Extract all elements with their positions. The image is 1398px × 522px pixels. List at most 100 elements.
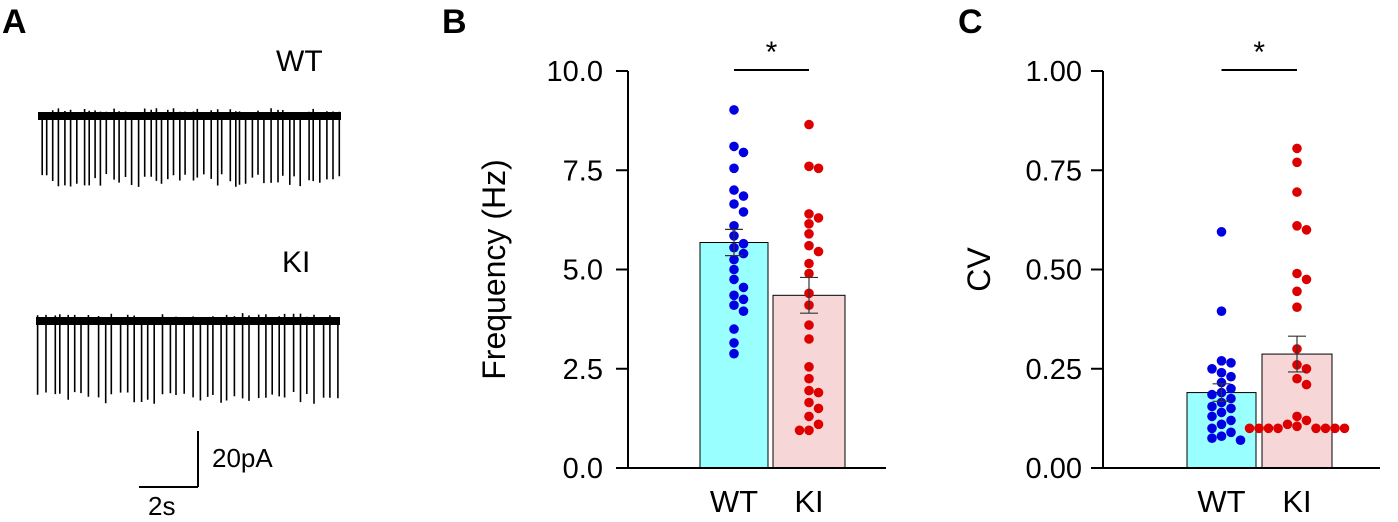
- trace-spikes: [41, 108, 341, 187]
- point-wt: [1207, 423, 1217, 434]
- point-ki: [794, 425, 805, 436]
- point-ki: [813, 387, 824, 398]
- point-wt: [1226, 358, 1236, 368]
- point-wt: [729, 221, 739, 231]
- significance-marker: *: [766, 36, 778, 69]
- point-wt: [1226, 383, 1236, 394]
- point-wt: [1207, 433, 1217, 444]
- point-wt: [729, 348, 739, 359]
- point-wt: [738, 238, 749, 249]
- point-ki: [1330, 423, 1340, 434]
- point-ki: [804, 209, 814, 219]
- point-ki: [804, 334, 814, 344]
- point-wt: [729, 105, 739, 115]
- point-ki: [1292, 411, 1302, 422]
- point-wt: [738, 191, 749, 201]
- point-ki: [1292, 421, 1302, 432]
- point-wt: [729, 254, 739, 265]
- point-wt: [738, 147, 749, 158]
- trace-baseline: [38, 112, 341, 120]
- point-wt: [729, 324, 739, 334]
- chart-b-frequency: 0.0 2.5 5.0 7.5 10.0 WT KI Frequency (Hz) *: [476, 36, 886, 519]
- point-ki: [813, 403, 824, 414]
- y-axis-title: CV: [961, 247, 997, 292]
- point-wt: [729, 163, 739, 174]
- point-ki: [1292, 268, 1302, 279]
- point-wt: [1207, 364, 1217, 374]
- x-tick-label-wt: WT: [1197, 484, 1245, 519]
- point-ki: [804, 161, 814, 172]
- point-ki: [804, 119, 814, 130]
- significance-marker: *: [1253, 36, 1265, 69]
- point-wt: [729, 338, 739, 348]
- point-wt: [738, 306, 749, 317]
- point-wt: [729, 141, 739, 152]
- point-ki: [813, 163, 824, 174]
- point-wt: [738, 248, 749, 259]
- point-ki: [804, 268, 814, 279]
- point-wt: [1226, 371, 1236, 382]
- x-tick-label-wt: WT: [710, 484, 758, 519]
- point-ki: [1301, 364, 1312, 374]
- point-ki: [1311, 423, 1321, 434]
- point-wt: [1235, 435, 1246, 446]
- point-ki: [1301, 415, 1312, 426]
- point-ki: [804, 411, 814, 422]
- point-ki: [804, 362, 814, 372]
- point-wt: [1216, 306, 1227, 317]
- point-ki: [1263, 423, 1274, 434]
- point-ki: [804, 385, 814, 396]
- point-ki: [813, 213, 824, 223]
- y-tick-label: 7.5: [563, 155, 603, 187]
- chart-c-cv: 0.00 0.25 0.50 0.75 1.00 WT KI CV *: [961, 36, 1380, 519]
- point-wt: [1226, 403, 1236, 414]
- trace-wt: [38, 108, 341, 187]
- point-wt: [738, 282, 749, 293]
- point-ki: [1244, 423, 1255, 434]
- point-wt: [729, 185, 739, 195]
- point-wt: [729, 290, 739, 301]
- point-wt: [729, 300, 739, 311]
- point-wt: [1216, 356, 1227, 366]
- bar-ki: [1261, 353, 1333, 469]
- panel-a-traces: WT KI 20pA 2s: [36, 45, 341, 521]
- point-wt: [729, 264, 739, 275]
- x-tick-label-ki: KI: [794, 484, 823, 519]
- point-wt: [738, 207, 749, 217]
- point-wt: [1216, 377, 1227, 388]
- point-wt: [1216, 367, 1227, 378]
- panel-letter-c: C: [958, 3, 983, 41]
- trace-label-wt: WT: [276, 45, 323, 78]
- point-wt: [1216, 397, 1227, 408]
- y-tick-label: 0.25: [1026, 354, 1082, 386]
- point-ki: [813, 246, 824, 257]
- trace-baseline: [36, 317, 340, 325]
- point-wt: [1226, 427, 1236, 438]
- panel-letter-a: A: [2, 3, 27, 41]
- x-tick-label-ki: KI: [1282, 484, 1311, 519]
- point-ki: [804, 320, 814, 330]
- y-tick-label: 2.5: [563, 354, 603, 386]
- y-tick-label: 0.0: [563, 453, 603, 485]
- y-tick-label: 10.0: [547, 56, 603, 88]
- y-axis-title: Frequency (Hz): [476, 159, 512, 380]
- point-wt: [1216, 227, 1227, 237]
- point-ki: [1282, 419, 1293, 430]
- point-wt: [1207, 389, 1217, 400]
- point-ki: [1292, 286, 1302, 297]
- scale-bar: 20pA 2s: [139, 431, 273, 521]
- point-ki: [804, 219, 814, 229]
- point-ki: [804, 258, 814, 269]
- point-wt: [1207, 411, 1217, 422]
- trace-label-ki: KI: [282, 246, 310, 279]
- point-ki: [1292, 157, 1302, 168]
- point-wt: [729, 199, 739, 209]
- point-ki: [1339, 423, 1350, 434]
- y-tick-label: 0.00: [1026, 453, 1082, 485]
- point-wt: [1216, 431, 1227, 442]
- point-ki: [804, 229, 814, 239]
- trace-ki: [36, 313, 340, 404]
- point-wt: [1207, 401, 1217, 412]
- point-ki: [813, 419, 824, 430]
